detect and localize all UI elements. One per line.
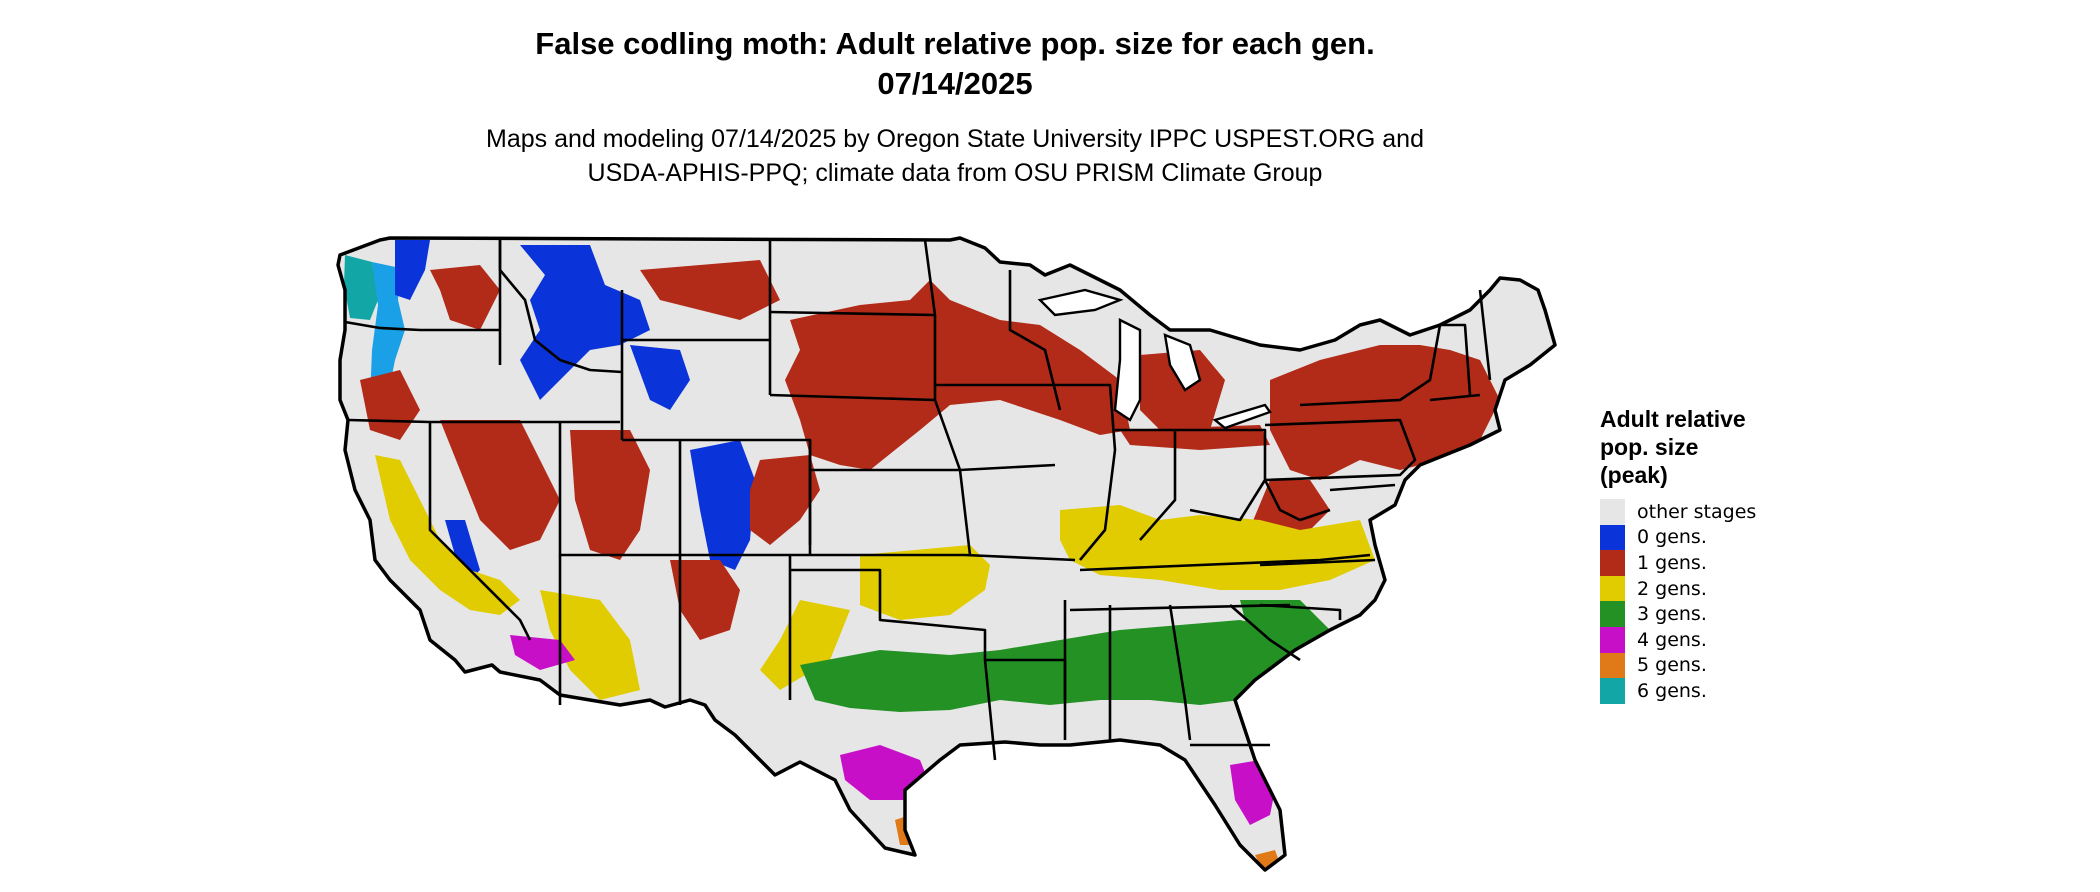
- state-border-al-ga: [1168, 604, 1192, 741]
- state-border-vt-nh: [1440, 323, 1472, 396]
- country-border: [336, 236, 1557, 872]
- zone-6-gens-wa-coast: [344, 255, 378, 320]
- legend-swatch: [1600, 626, 1625, 653]
- state-border-sd-ne: [769, 393, 936, 402]
- state-border-in: [1115, 428, 1177, 541]
- legend-item: other stages: [1600, 499, 1756, 525]
- state-border-tn-south: [1069, 603, 1291, 612]
- zone-0-gens-idaho-montana: [520, 245, 650, 400]
- legend-swatch: [1600, 575, 1625, 602]
- legend-item: 0 gens.: [1600, 524, 1756, 551]
- us-map: [336, 236, 1557, 872]
- state-border-mo-ar: [964, 553, 1076, 562]
- lake-erie: [1212, 403, 1272, 430]
- state-border-va-nc: [1259, 558, 1376, 567]
- legend-label: other stages: [1637, 500, 1757, 523]
- title-line-1: False codling moth: Adult relative pop. …: [535, 26, 1375, 61]
- state-border-ny: [1299, 324, 1442, 407]
- legend-label: 1 gens.: [1637, 551, 1707, 574]
- zone-0-gens-wyoming: [630, 345, 690, 410]
- legend-label: 0 gens.: [1637, 526, 1707, 549]
- zone-1-gens-northern-plains: [785, 280, 1130, 470]
- state-border-pa: [1264, 418, 1417, 482]
- state-border-ga-sc: [1229, 604, 1301, 662]
- zone-1-gens-great-basin: [440, 420, 560, 550]
- map-subtitle: Maps and modeling 07/14/2025 by Oregon S…: [0, 122, 1910, 190]
- legend-label: 6 gens.: [1637, 679, 1707, 702]
- state-border-nv-ca: [428, 422, 532, 641]
- zone-2-gens-central-valley: [375, 455, 520, 615]
- zone-1-gens-michigan: [1140, 350, 1225, 440]
- legend-swatch: [1600, 678, 1625, 704]
- state-border-ok-tx: [790, 568, 987, 660]
- state-border-mo-ks: [958, 469, 972, 556]
- legend-label: 4 gens.: [1637, 628, 1707, 651]
- zone-2-gens-kansas-oklahoma: [860, 545, 990, 620]
- state-border-md-de: [1329, 483, 1396, 492]
- state-border-ia-mo: [959, 463, 1056, 472]
- zone-1-gens-montana-east: [640, 260, 780, 320]
- legend-items: other stages 0 gens. 1 gens. 2 gens. 3 gens.…: [1600, 499, 1756, 704]
- zone-2-gens-arizona: [540, 590, 640, 700]
- zone-1-gens-new-mexico: [670, 560, 740, 640]
- zone-1-gens-colorado-plains: [750, 455, 820, 545]
- state-border-nc-sc: [1259, 603, 1342, 620]
- zone-0-gens-colorado: [690, 440, 755, 570]
- legend-swatch: [1600, 524, 1625, 551]
- legend-item: 4 gens.: [1600, 626, 1756, 653]
- lake-michigan: [1113, 318, 1142, 422]
- legend-label: 5 gens.: [1637, 654, 1707, 677]
- legend-label: 3 gens.: [1637, 603, 1707, 626]
- state-border-ky-tn: [1079, 553, 1371, 572]
- subtitle-line-2: USDA-APHIS-PPQ; climate data from OSU PR…: [587, 159, 1323, 187]
- state-border-nd-sd: [769, 310, 936, 317]
- legend-swatch: [1600, 499, 1625, 525]
- lake-huron: [1163, 333, 1202, 392]
- generation-zones: [344, 240, 1500, 870]
- map-title: False codling moth: Adult relative pop. …: [0, 24, 1910, 104]
- lake-superior: [1037, 288, 1124, 317]
- state-border-or-ca: [347, 418, 431, 424]
- state-border-ma: [1429, 393, 1481, 402]
- legend-swatch: [1600, 550, 1625, 576]
- legend-label: 2 gens.: [1637, 577, 1707, 600]
- zone-1-gens-northeast: [1270, 345, 1500, 480]
- state-border-me: [1478, 289, 1492, 381]
- state-border-wa-or: [344, 320, 500, 332]
- legend-item: 1 gens.: [1600, 550, 1756, 576]
- legend-item: 2 gens.: [1600, 575, 1756, 602]
- map-legend: Adult relative pop. size (peak) other st…: [1600, 405, 1756, 704]
- legend-item: 3 gens.: [1600, 601, 1756, 627]
- zone-1-gens-montana: [430, 265, 500, 330]
- zone-2-gens-texas-west: [760, 600, 850, 690]
- legend-item: 6 gens.: [1600, 678, 1756, 704]
- state-borders: [344, 238, 1492, 761]
- subtitle-line-1: Maps and modeling 07/14/2025 by Oregon S…: [486, 125, 1424, 153]
- state-border-nd-mn: [923, 239, 962, 471]
- great-lakes: [1037, 288, 1272, 430]
- legend-title: Adult relative pop. size (peak): [1600, 406, 1746, 488]
- legend-swatch: [1600, 601, 1625, 627]
- legend-item: 5 gens.: [1600, 652, 1756, 679]
- state-border-il: [1040, 383, 1117, 561]
- state-border-wv-va: [1263, 479, 1331, 522]
- zone-1-gens-utah: [570, 430, 650, 560]
- state-border-tx-la: [983, 659, 997, 761]
- state-border-id-mt: [498, 240, 623, 374]
- title-line-2: 07/14/2025: [877, 66, 1033, 101]
- state-border-ut: [558, 422, 682, 557]
- state-border-mn-wi: [1008, 270, 1062, 411]
- zone-light-blue-cascades: [370, 262, 405, 410]
- zone-0-gens-cascades: [395, 240, 430, 300]
- zone-0-gens-sierra: [445, 520, 480, 580]
- legend-swatch: [1600, 652, 1625, 679]
